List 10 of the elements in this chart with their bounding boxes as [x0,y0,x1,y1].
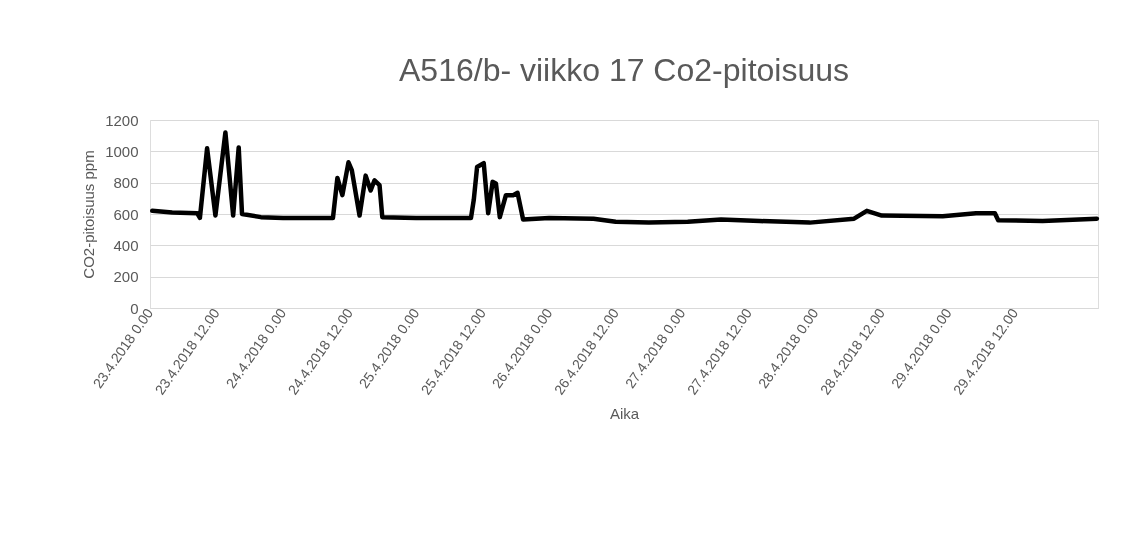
y-tick-label: 800 [113,174,139,192]
y-tick-label: 600 [113,205,139,223]
y-tick-label: 1000 [105,142,139,160]
y-axis-title: CO2-pitoisuus ppm [80,150,98,279]
y-tick-label: 1200 [105,111,139,129]
y-tick-label: 400 [113,236,139,254]
y-tick-label: 200 [113,268,139,286]
x-axis-title: Aika [609,405,640,423]
line-series [149,130,1100,225]
chart-title: A516/b- viikko 17 Co2-pitoisuus [398,52,850,88]
